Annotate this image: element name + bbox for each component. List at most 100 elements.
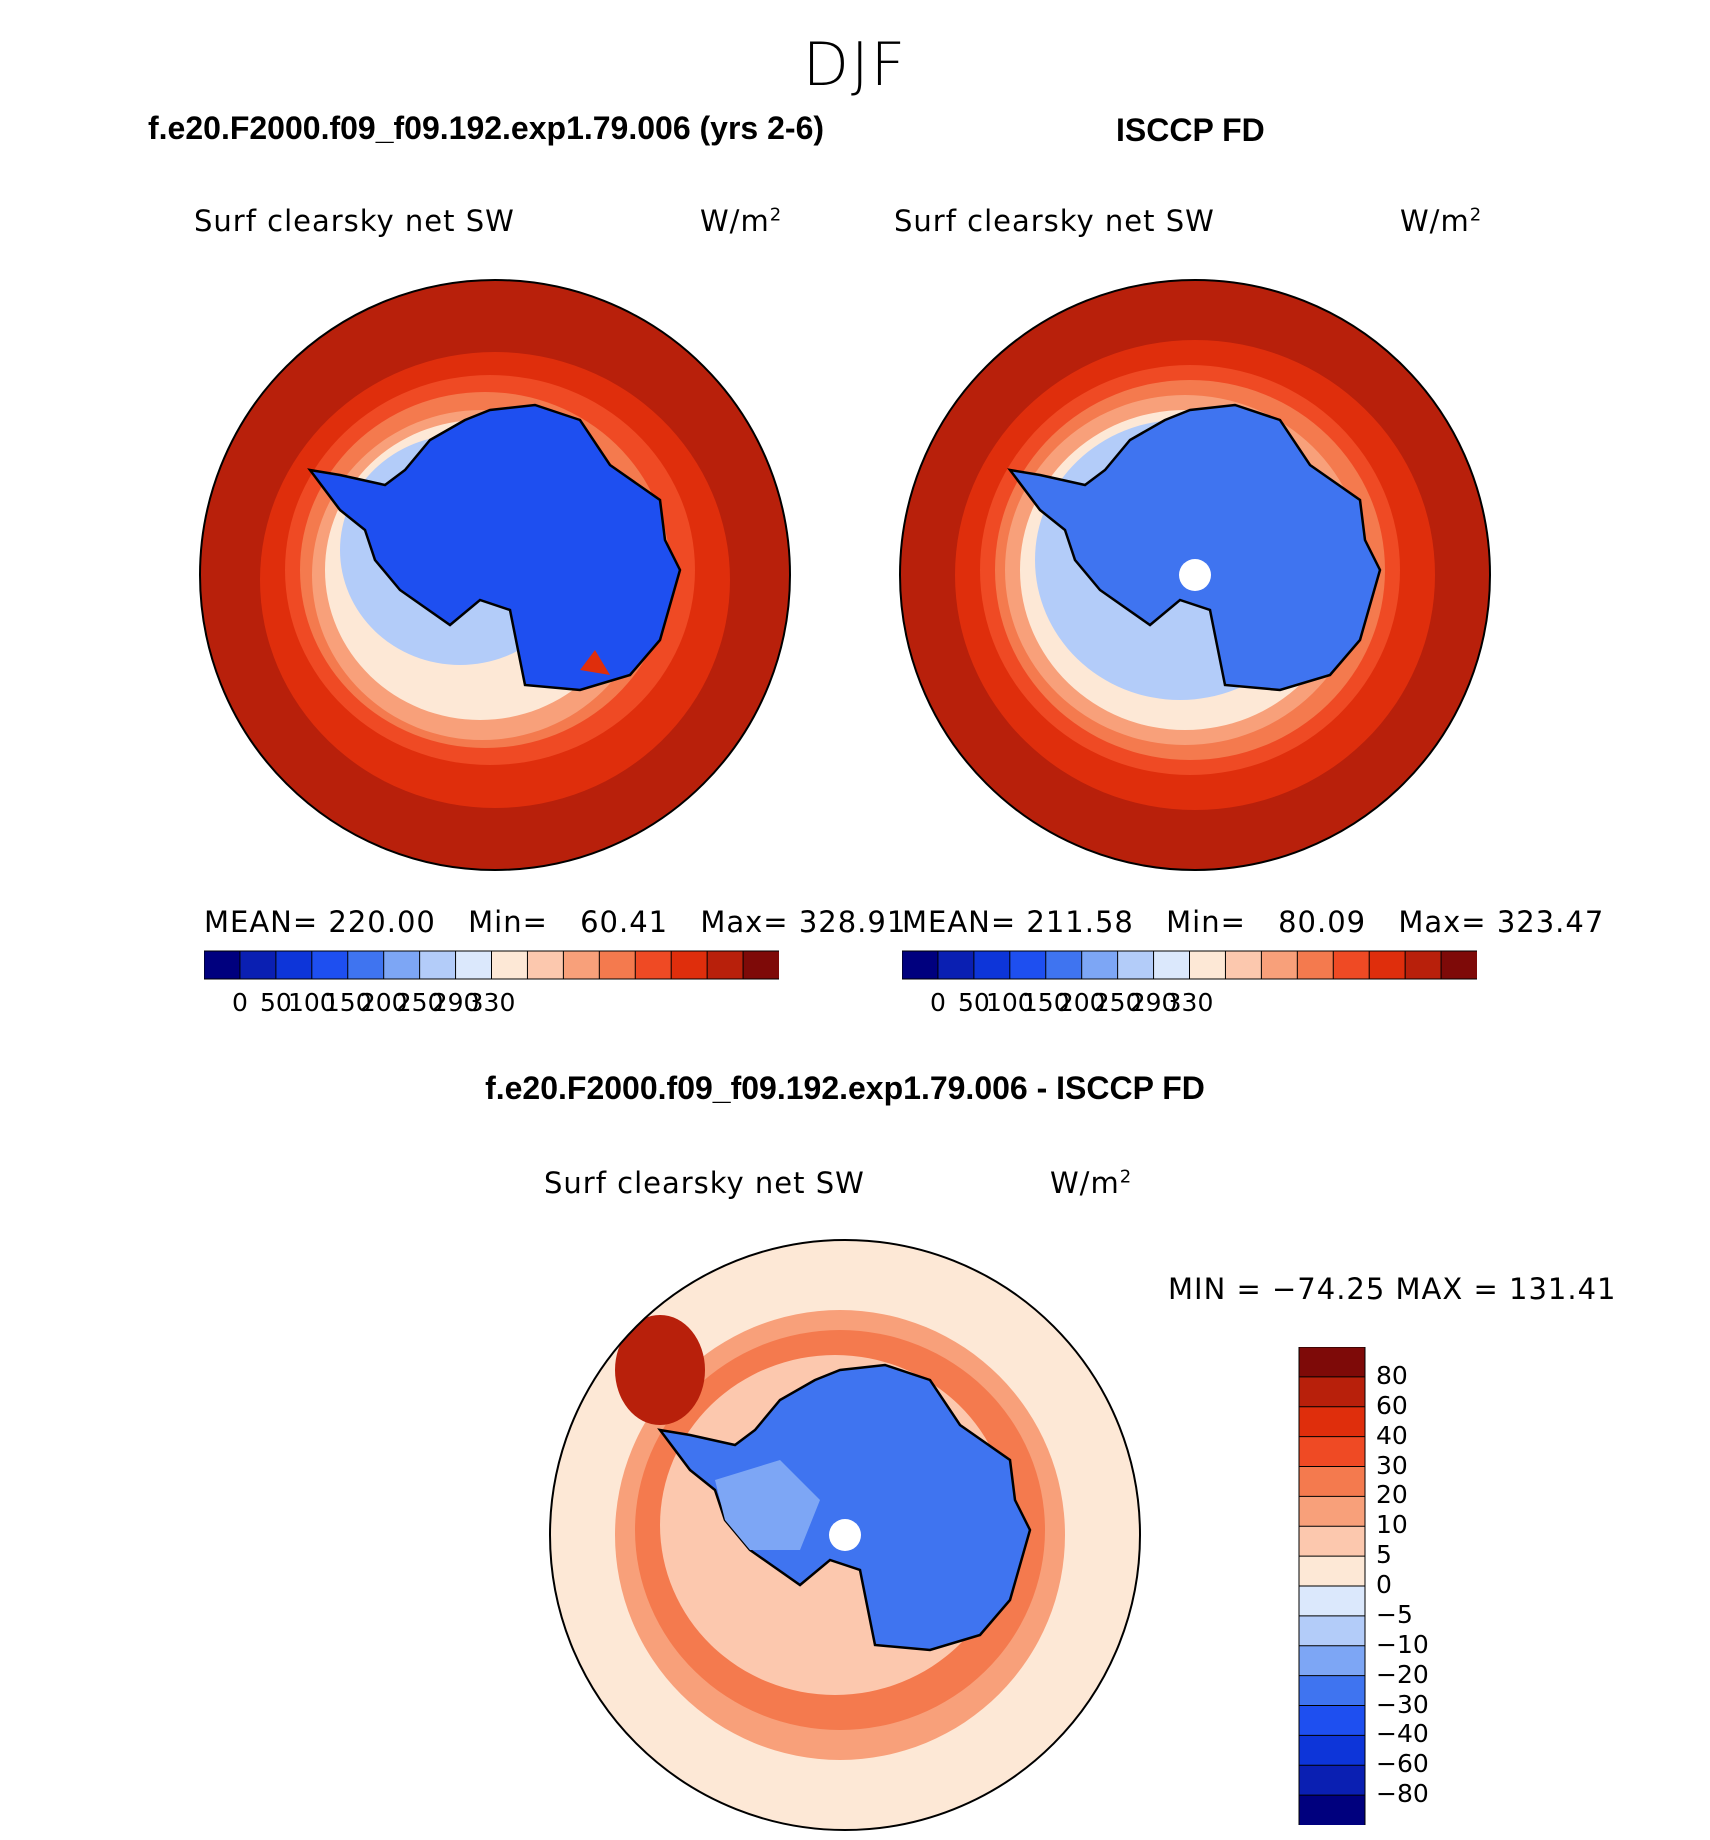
diff-colorbar-tick-label: −20 [1376,1659,1429,1689]
left-map-ross-sea-anomaly [580,650,610,675]
left-colorbar-tick-label: 200 [359,988,408,1017]
diff-colorbar-swatch [1298,1645,1366,1677]
right-colorbar [902,950,1477,980]
diff-colorbar-swatch [1298,1764,1366,1797]
left-mean-label: MEAN= [204,905,319,939]
left-colorbar-swatch [455,950,493,980]
diff-map-antarctica [657,1363,1032,1652]
right-map-outline [899,279,1491,871]
right-colorbar-swatch [1260,950,1299,980]
right-max-value: 323.47 [1496,905,1605,939]
right-mean-value: 211.58 [1026,905,1134,939]
diff-colorbar-swatch [1298,1466,1366,1498]
left-stats: MEAN= 220.00 Min= 60.41 Max= 328.91 [204,905,906,939]
diff-colorbar-swatch [1298,1495,1366,1528]
right-colorbar-swatch [1440,950,1477,980]
left-colorbar-tick-label: 0 [231,988,248,1017]
left-colorbar-swatch [491,950,529,980]
diff-colorbar-swatch [1298,1615,1366,1647]
left-colorbar-swatch [526,950,565,980]
right-colorbar-tick-label: 50 [957,988,990,1017]
diff-map-hotspot-60-80 [615,1315,705,1425]
right-colorbar-swatch [1404,950,1443,980]
right-mean-label: MEAN= [902,905,1017,939]
right-colorbar-swatch [1296,950,1335,980]
left-map-antarctica [307,403,682,692]
diff-colorbar-tick-label: −40 [1376,1719,1429,1749]
left-case-title: f.e20.F2000.f09_f09.192.exp1.79.006 (yrs… [148,110,825,146]
diff-colorbar-ticks: 80 60 40 30 20 10 5 0 −5 −10 −20 −30 −40 −60 −80 [1376,1347,1496,1825]
left-colorbar-swatch [347,950,385,980]
diff-colorbar-tick-label: 60 [1376,1390,1408,1420]
diff-colorbar-swatch [1298,1794,1366,1825]
diff-colorbar-tick-label: 40 [1376,1420,1408,1450]
right-colorbar-swatch [1009,950,1047,980]
right-colorbar-tick-label: 100 [985,988,1034,1017]
diff-colorbar-tick-label: 0 [1376,1570,1392,1599]
left-colorbar-swatch [275,950,313,980]
right-colorbar-swatch [1189,950,1227,980]
diff-colorbar-tick-label: 10 [1376,1510,1408,1540]
right-polar-map [899,279,1491,871]
diff-case-title: f.e20.F2000.f09_f09.192.exp1.79.006 - IS… [485,1070,1205,1106]
right-colorbar-swatch [973,950,1011,980]
left-colorbar-tick-label: 50 [259,988,292,1017]
right-min-label: Min= [1166,905,1246,939]
right-colorbar-tick-label: 330 [1165,988,1214,1017]
right-max-label: Max= [1398,905,1487,939]
right-colorbar-swatch [1117,950,1155,980]
left-polar-map [199,279,791,871]
left-colorbar-tick-label: 330 [467,988,516,1017]
diff-colorbar-swatch [1298,1436,1366,1468]
left-map-outline [199,279,791,871]
right-stats: MEAN= 211.58 Min= 80.09 Max= 323.47 [902,905,1604,939]
right-colorbar-swatch [1153,950,1191,980]
diff-colorbar-tick-label: −80 [1376,1779,1429,1809]
left-colorbar-swatch [706,950,745,980]
left-colorbar-swatch [419,950,457,980]
diff-map-peninsula-anomaly [715,1460,820,1550]
left-colorbar-swatch [239,950,277,980]
diff-units-label: W/m2 [1050,1166,1133,1200]
diff-colorbar-tick-label: 20 [1376,1480,1408,1510]
diff-colorbar-swatch [1298,1675,1366,1707]
right-colorbar-tick-label: 0 [929,988,946,1017]
right-min-value: 80.09 [1278,905,1367,939]
diff-colorbar-swatch [1298,1585,1366,1617]
diff-colorbar-swatch [1298,1734,1366,1767]
right-colorbar-ticks: 0 50 100 150 200 250 290 330 [902,988,1477,1020]
left-mean-value: 220.00 [328,905,436,939]
right-colorbar-swatch [1332,950,1371,980]
left-colorbar-swatch [670,950,709,980]
diff-map-outline [549,1239,1141,1831]
left-colorbar-swatch [598,950,637,980]
left-colorbar-swatch [383,950,421,980]
right-colorbar-swatch [937,950,975,980]
right-colorbar-swatch [1045,950,1083,980]
diff-colorbar-swatch [1298,1347,1366,1378]
diff-colorbar-swatch [1298,1406,1366,1438]
left-colorbar-swatch [742,950,779,980]
right-colorbar-swatch [1081,950,1119,980]
left-colorbar-swatch [204,950,241,980]
right-colorbar-tick-label: 250 [1093,988,1142,1017]
diff-colorbar-swatch [1298,1705,1366,1737]
right-colorbar-swatch [902,950,939,980]
left-max-label: Max= [700,905,789,939]
right-map-pole-missing-data [1179,559,1211,591]
left-colorbar-swatch [634,950,673,980]
right-units-label: W/m2 [1400,204,1483,238]
diff-colorbar-swatch [1298,1555,1366,1588]
right-map-antarctica [1007,403,1382,692]
figure-title: DJF [802,30,908,100]
left-colorbar-swatch [311,950,349,980]
left-colorbar-swatch [562,950,601,980]
left-colorbar-ticks: 0 50 100 150 200 250 290 330 [204,988,779,1020]
diff-colorbar-tick-label: −5 [1376,1599,1413,1629]
right-colorbar-swatch [1368,950,1407,980]
diff-colorbar-tick-label: −10 [1376,1629,1429,1659]
diff-colorbar-tick-label: 80 [1376,1360,1408,1390]
left-colorbar-tick-label: 250 [395,988,444,1017]
left-colorbar-tick-label: 150 [323,988,372,1017]
diff-polar-map [549,1239,1141,1831]
